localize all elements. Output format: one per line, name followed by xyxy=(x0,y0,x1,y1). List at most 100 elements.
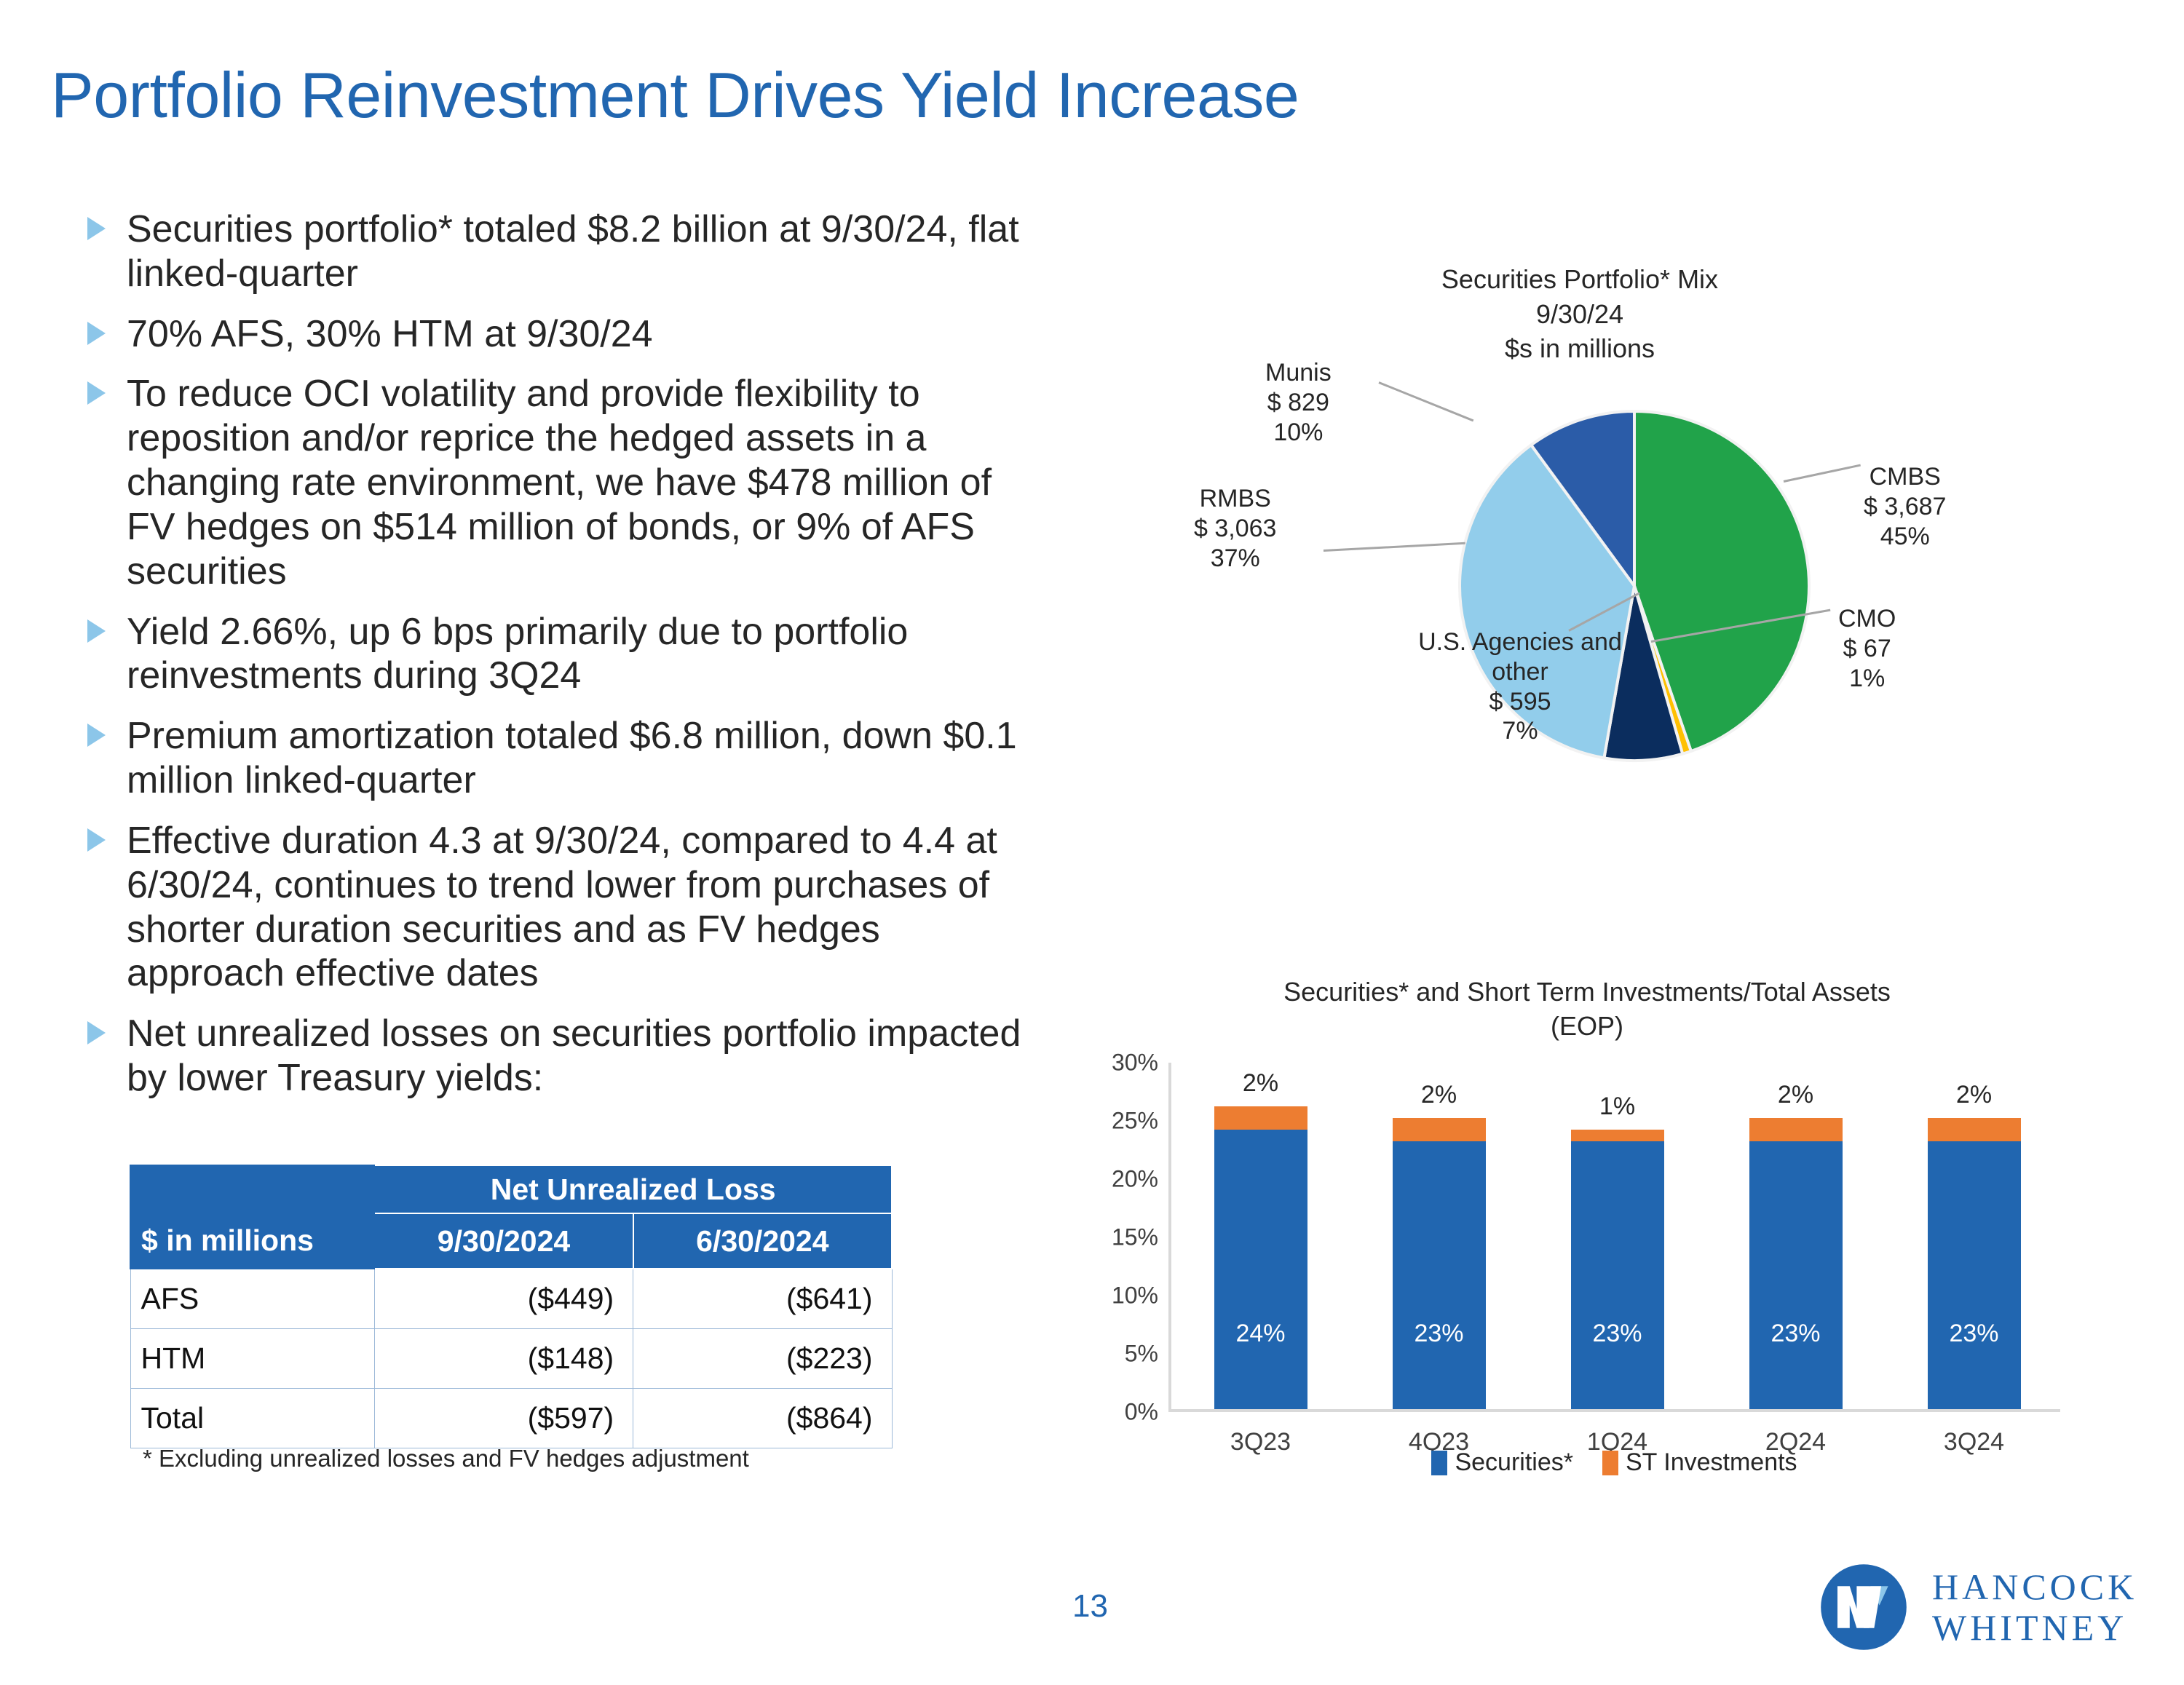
bar-total-label: 2% xyxy=(1242,1069,1279,1097)
pie-slice-munis xyxy=(1529,409,1636,591)
bar-segment-st-investments xyxy=(1749,1118,1843,1141)
table-col-header-1: 6/30/2024 xyxy=(632,1213,893,1269)
bar-total-label: 2% xyxy=(1955,1081,1993,1109)
y-axis-tick: 0% xyxy=(1124,1398,1158,1425)
pie-label-munis: Munis $ 829 10% xyxy=(1265,359,1332,446)
triangle-bullet-icon xyxy=(87,723,106,748)
cell-afs-q3: ($449) xyxy=(373,1268,634,1329)
pie-label-cmo: CMO $ 67 1% xyxy=(1838,605,1896,692)
y-axis-tick: 25% xyxy=(1111,1107,1158,1134)
triangle-bullet-icon xyxy=(87,321,106,345)
page-title: Portfolio Reinvestment Drives Yield Incr… xyxy=(51,59,1299,131)
bar-title-line1: Securities* and Short Term Investments/T… xyxy=(1283,977,1891,1007)
x-axis-tick: 3Q23 xyxy=(1230,1428,1291,1456)
leader-line-rmbs xyxy=(1323,542,1465,552)
y-axis-tick: 5% xyxy=(1124,1340,1158,1367)
cell-htm-q3: ($148) xyxy=(373,1328,634,1389)
row-label-afs: AFS xyxy=(130,1268,375,1329)
logo-mark-icon xyxy=(1821,1564,1907,1650)
table-span-header: Net Unrealized Loss xyxy=(373,1165,893,1214)
list-item: Yield 2.66%, up 6 bps primarily due to p… xyxy=(87,610,1026,699)
bar-segment-securities: 23% xyxy=(1392,1141,1486,1409)
cell-total-q3: ($597) xyxy=(373,1387,634,1448)
bar-column: 1% 23% 1Q24 xyxy=(1570,1093,1664,1456)
bar-segment-label: 24% xyxy=(1235,1320,1286,1347)
bar-segment-securities: 23% xyxy=(1927,1141,2021,1409)
triangle-bullet-icon xyxy=(87,1021,106,1045)
bullet-text: 70% AFS, 30% HTM at 9/30/24 xyxy=(127,312,653,355)
list-item: 70% AFS, 30% HTM at 9/30/24 xyxy=(87,312,1026,357)
x-axis-tick: 2Q24 xyxy=(1765,1428,1827,1456)
bullet-text: Effective duration 4.3 at 9/30/24, compa… xyxy=(127,819,997,995)
bar-column: 2% 23% 2Q24 xyxy=(1749,1081,1843,1456)
cell-total-q2: ($864) xyxy=(633,1387,893,1448)
securities-st-investments-bar-chart: Securities* and Short Term Investments/T… xyxy=(1041,975,2126,1529)
logo-line-1: HANCOCK xyxy=(1932,1566,2138,1607)
list-item: Securities portfolio* totaled $8.2 billi… xyxy=(87,207,1026,296)
bullet-text: Premium amortization totaled $6.8 millio… xyxy=(127,715,1017,802)
bar-column: 2% 23% 4Q23 xyxy=(1392,1081,1486,1456)
row-label-total: Total xyxy=(130,1387,375,1448)
bar-plot-area: 0% 5% 10% 15% 20% 25% 30% 2% 24% 3Q23 2% 23% 4Q23 1% 2… xyxy=(1112,1050,2060,1456)
row-label-htm: HTM xyxy=(130,1328,375,1389)
pie-label-rmbs: RMBS $ 3,063 37% xyxy=(1194,485,1277,572)
page-number: 13 xyxy=(1072,1588,1108,1624)
list-item: Net unrealized losses on securities port… xyxy=(87,1012,1026,1101)
table-subheader-row: 9/30/2024 6/30/2024 xyxy=(130,1213,893,1269)
triangle-bullet-icon xyxy=(87,381,106,405)
bar-segment-st-investments xyxy=(1570,1130,1664,1141)
bar-segment-st-investments xyxy=(1392,1118,1486,1141)
bar-segment-st-investments xyxy=(1927,1118,2021,1141)
list-item: Effective duration 4.3 at 9/30/24, compa… xyxy=(87,819,1026,996)
pie-title-line3: $s in millions xyxy=(1504,333,1655,364)
bar-column: 2% 24% 3Q23 xyxy=(1214,1069,1307,1456)
cell-afs-q2: ($641) xyxy=(633,1268,893,1329)
y-axis-tick: 15% xyxy=(1111,1224,1158,1250)
triangle-bullet-icon xyxy=(87,619,106,643)
table-row: Total ($597) ($864) xyxy=(130,1387,893,1448)
bar-chart-title: Securities* and Short Term Investments/T… xyxy=(1092,975,2082,1044)
legend-label-securities: Securities* xyxy=(1455,1448,1573,1476)
list-item: Premium amortization totaled $6.8 millio… xyxy=(87,714,1026,803)
bar-segment-label: 23% xyxy=(1770,1320,1821,1347)
net-unrealized-loss-table: $ in millions Net Unrealized Loss 9/30/2… xyxy=(129,1165,893,1448)
bar-total-label: 2% xyxy=(1420,1081,1457,1109)
bullet-text: To reduce OCI volatility and provide fle… xyxy=(127,373,992,592)
table-corner-label: $ in millions xyxy=(129,1165,376,1269)
bullet-text: Net unrealized losses on securities port… xyxy=(127,1012,1021,1100)
bar-segment-securities: 24% xyxy=(1214,1130,1307,1409)
pie-svg xyxy=(1458,409,1811,762)
bar-segment-st-investments xyxy=(1214,1106,1307,1130)
pie-title-line1: Securities Portfolio* Mix xyxy=(1441,264,1719,294)
table-col-header-0: 9/30/2024 xyxy=(373,1213,634,1269)
pie-title-line2: 9/30/24 xyxy=(1535,298,1624,329)
bar-title-line2: (EOP) xyxy=(1550,1010,1623,1041)
bar-segment-securities: 23% xyxy=(1749,1141,1843,1409)
pie-slice-rmbs xyxy=(1458,443,1637,760)
legend-item-securities: Securities* xyxy=(1431,1448,1573,1477)
bar-chart-legend: Securities* ST Investments xyxy=(1168,1448,2060,1477)
pie-graphic xyxy=(1456,408,1813,764)
hancock-whitney-logo: HANCOCK WHITNEY xyxy=(1820,1563,2137,1651)
cell-htm-q2: ($223) xyxy=(633,1328,893,1389)
logo-line-2: WHITNEY xyxy=(1932,1607,2128,1648)
securities-mix-pie-chart: Securities Portfolio* Mix 9/30/24 $s in … xyxy=(1194,262,2082,975)
bar-total-label: 2% xyxy=(1777,1081,1814,1109)
y-axis-tick: 30% xyxy=(1111,1049,1158,1076)
table-header-row: $ in millions Net Unrealized Loss xyxy=(129,1165,893,1269)
pie-chart-title: Securities Portfolio* Mix 9/30/24 $s in … xyxy=(1281,262,1878,366)
bullet-text: Securities portfolio* totaled $8.2 billi… xyxy=(127,208,1019,295)
bar-segment-securities: 23% xyxy=(1570,1141,1664,1409)
footnote: * Excluding unrealized losses and FV hed… xyxy=(143,1445,749,1472)
legend-swatch-securities xyxy=(1431,1450,1448,1475)
bar-column: 2% 23% 3Q24 xyxy=(1927,1081,2021,1456)
bar-segment-label: 23% xyxy=(1414,1320,1464,1347)
table-row: AFS ($449) ($641) xyxy=(130,1268,893,1329)
pie-label-agencies: U.S. Agencies and other $ 595 7% xyxy=(1418,628,1622,745)
bar-segment-label: 23% xyxy=(1592,1320,1642,1347)
legend-label-st-investments: ST Investments xyxy=(1625,1448,1797,1476)
x-axis-tick: 3Q24 xyxy=(1943,1428,2005,1456)
table-row: HTM ($148) ($223) xyxy=(130,1328,893,1389)
pie-label-cmbs: CMBS $ 3,687 45% xyxy=(1864,463,1947,550)
